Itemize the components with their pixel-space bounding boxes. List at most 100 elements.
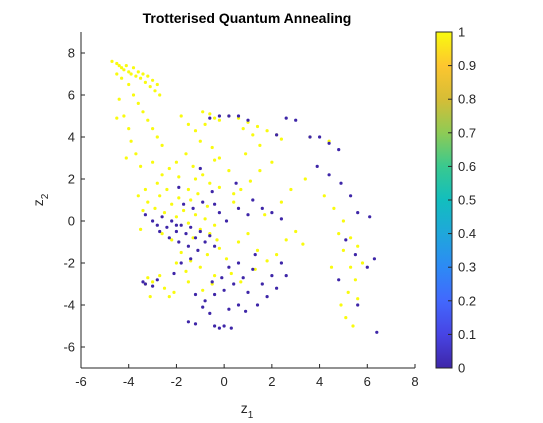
data-point <box>227 265 231 269</box>
data-point <box>213 274 217 278</box>
colorbar-tick-label: 0.3 <box>458 260 476 275</box>
data-point <box>179 261 183 265</box>
data-point <box>315 164 319 168</box>
data-point <box>341 219 345 223</box>
data-point <box>177 196 181 200</box>
data-point <box>120 76 124 80</box>
data-point <box>160 143 164 147</box>
data-point <box>255 248 260 252</box>
data-point <box>134 74 138 78</box>
data-point <box>124 156 128 160</box>
data-point <box>279 217 283 221</box>
y-tick-label: 8 <box>68 46 75 61</box>
data-point <box>127 82 131 87</box>
data-point <box>184 152 188 156</box>
data-point <box>213 202 217 206</box>
data-point <box>193 236 198 240</box>
data-point <box>284 274 288 278</box>
data-point <box>151 78 155 82</box>
data-point <box>327 141 331 145</box>
data-point <box>349 194 353 198</box>
data-point <box>337 148 341 152</box>
data-point <box>182 208 186 213</box>
data-point <box>141 280 145 284</box>
data-point <box>182 202 186 206</box>
x-tick-label: -2 <box>171 374 183 389</box>
data-point <box>356 303 360 307</box>
data-point <box>165 187 169 192</box>
data-point <box>239 187 243 192</box>
data-point <box>162 211 167 215</box>
data-point <box>174 223 178 227</box>
data-point <box>179 250 183 255</box>
x-tick-label: 6 <box>364 374 371 389</box>
data-point <box>143 80 147 84</box>
data-point <box>148 295 152 299</box>
data-point <box>270 274 274 278</box>
data-point <box>339 303 343 307</box>
data-point <box>189 225 193 229</box>
data-point <box>151 280 155 284</box>
data-point <box>236 240 241 244</box>
y-tick-label: -2 <box>63 256 75 271</box>
data-point <box>353 278 357 282</box>
data-point <box>217 246 221 250</box>
data-point <box>151 160 155 164</box>
data-point <box>270 211 274 215</box>
data-point <box>322 194 326 198</box>
data-point <box>327 173 331 177</box>
data-point <box>205 204 209 208</box>
data-point <box>227 169 231 173</box>
data-point <box>284 238 288 242</box>
data-point <box>127 127 131 131</box>
data-point <box>203 299 207 303</box>
data-point <box>260 206 264 210</box>
points-layer <box>110 59 379 334</box>
y-axis-label-base: z <box>30 199 46 206</box>
colorbar-tick-label: 0.4 <box>458 226 476 241</box>
colorbar-tick-label: 0.6 <box>458 159 476 174</box>
data-point <box>153 206 157 210</box>
data-point <box>129 72 133 76</box>
data-point <box>229 271 233 276</box>
colorbar-tick-label: 0.1 <box>458 327 476 342</box>
data-point <box>201 305 205 309</box>
data-point <box>151 127 155 131</box>
data-point <box>294 229 298 234</box>
data-point <box>193 322 198 326</box>
data-point <box>174 229 178 234</box>
data-point <box>356 244 360 248</box>
data-point <box>170 238 174 242</box>
data-point <box>134 152 138 156</box>
data-point <box>356 297 360 301</box>
data-point <box>177 240 181 244</box>
data-point <box>208 311 212 315</box>
data-point <box>210 190 214 194</box>
data-point <box>172 290 176 294</box>
data-point <box>177 175 181 179</box>
data-point <box>253 267 257 271</box>
data-point <box>158 93 162 97</box>
data-point <box>246 118 250 122</box>
data-point <box>284 116 288 120</box>
data-point <box>251 198 255 202</box>
data-point <box>246 213 250 217</box>
data-point <box>236 261 241 265</box>
data-point <box>236 114 241 118</box>
data-point <box>146 118 150 122</box>
y-tick-label: 4 <box>68 130 75 145</box>
data-point <box>198 166 202 171</box>
data-point <box>155 135 159 139</box>
data-point <box>203 240 207 244</box>
data-point <box>127 70 131 74</box>
data-point <box>189 198 193 202</box>
data-point <box>294 118 298 122</box>
data-point <box>236 206 241 210</box>
data-point <box>177 185 181 189</box>
data-point <box>337 278 341 282</box>
colorbar-tick-label: 0 <box>458 361 465 376</box>
data-point <box>136 70 140 74</box>
data-point <box>275 253 279 257</box>
data-point <box>349 236 353 240</box>
data-point <box>201 110 205 114</box>
